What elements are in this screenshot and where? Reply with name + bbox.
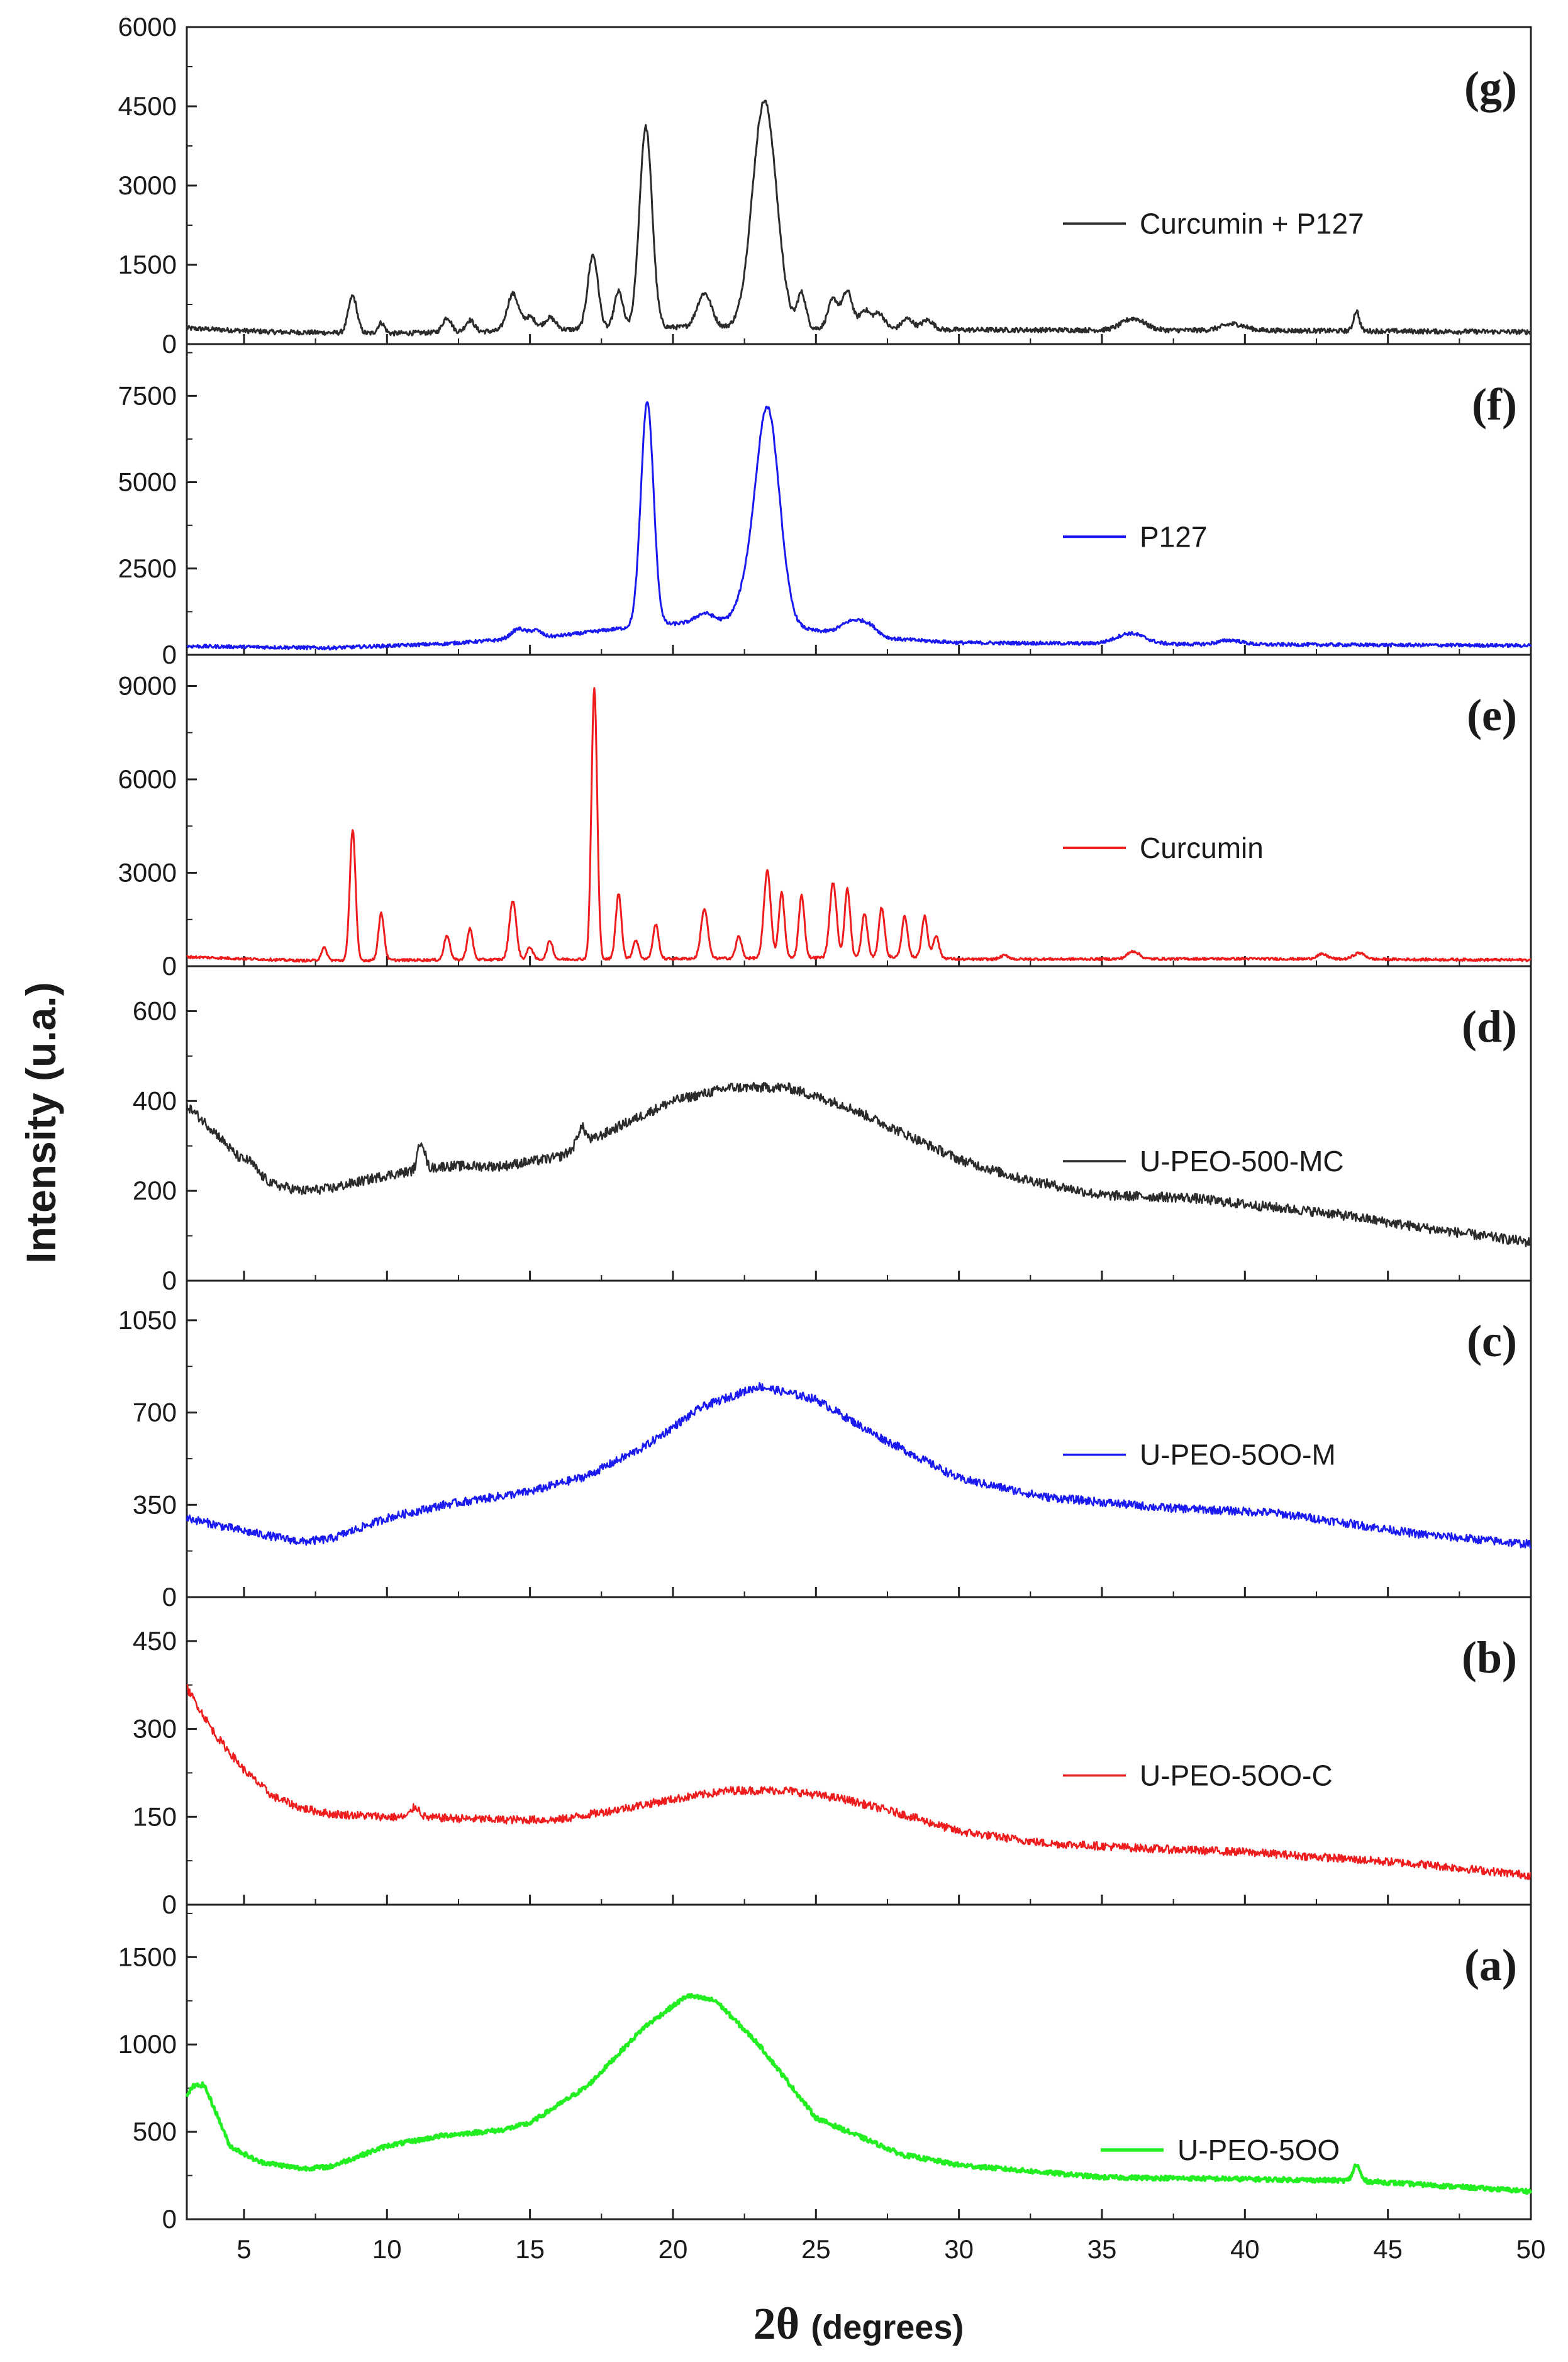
y-tick-label: 350: [133, 1490, 177, 1519]
y-tick-label: 7500: [118, 381, 177, 410]
y-tick-label: 9000: [118, 671, 177, 701]
panel-label-a: (a): [1464, 1940, 1517, 1990]
series-line-e: [186, 687, 1532, 963]
series-line-f: [186, 401, 1532, 651]
x-tick-label: 50: [1516, 2234, 1546, 2264]
y-tick-label: 3000: [118, 858, 177, 888]
y-tick-label: 0: [162, 951, 177, 981]
y-tick-label: 3000: [118, 170, 177, 200]
panel-frame: [186, 654, 1532, 967]
panel-d: 0 200 400 600 (d) U-PEO-500-MC: [133, 965, 1532, 1295]
legend-text-b: U-PEO-5OO-C: [1140, 1759, 1333, 1792]
y-tick-label: 0: [162, 1582, 177, 1612]
y-tick-label: 2500: [118, 554, 177, 583]
y-tick-label: 0: [162, 1890, 177, 1919]
panel-label-e: (e): [1467, 690, 1517, 740]
x-tick-label: 5: [236, 2234, 251, 2264]
x-axis-symbol: 2θ: [753, 2298, 811, 2349]
x-tick-label: 45: [1373, 2234, 1403, 2264]
x-tick-label: 40: [1230, 2234, 1260, 2264]
series-line-b: [186, 1684, 1532, 1880]
panel-f: 0 2500 5000 7500 (f) P127: [118, 343, 1532, 669]
x-axis-unit: (degrees): [811, 2309, 964, 2346]
panel-label-c: (c): [1467, 1316, 1517, 1366]
x-tick-label: 35: [1087, 2234, 1117, 2264]
y-axis-title: Intensity (u.a.): [18, 982, 64, 1263]
legend-text-c: U-PEO-5OO-M: [1140, 1439, 1336, 1471]
y-tick-label: 300: [133, 1714, 177, 1744]
panel-frame: [186, 965, 1532, 1282]
y-tick-label: 0: [162, 640, 177, 669]
x-tick-label: 15: [515, 2234, 545, 2264]
panel-label-f: (f): [1472, 379, 1517, 430]
legend-text-g: Curcumin + P127: [1140, 207, 1364, 240]
panel-frame: [186, 1903, 1532, 2220]
series-line-d: [186, 1081, 1532, 1247]
y-tick-label: 1050: [118, 1305, 177, 1335]
y-tick-label: 200: [133, 1176, 177, 1205]
panel-c: 0 350 700 1050 (c) U-PEO-5OO-M: [118, 1279, 1532, 1612]
series-line-a: [185, 1993, 1533, 2195]
y-tick-label: 4500: [118, 91, 177, 121]
y-tick-label: 6000: [118, 764, 177, 794]
x-tick-label: 30: [944, 2234, 974, 2264]
panel-label-g: (g): [1464, 62, 1517, 113]
y-tick-label: 5000: [118, 467, 177, 497]
y-tick-label: 150: [133, 1802, 177, 1831]
y-tick-label: 1500: [118, 1942, 177, 1971]
x-tick-label: 10: [372, 2234, 402, 2264]
x-axis-title: 2θ (degrees): [753, 2298, 964, 2349]
panel-label-d: (d): [1462, 1001, 1517, 1052]
panel-frame: [186, 343, 1532, 656]
panel-e: 0 3000 6000 9000 (e) Curcumin: [118, 654, 1532, 981]
y-tick-label: 0: [162, 329, 177, 359]
y-tick-label: 1500: [118, 250, 177, 279]
panel-a: 0 500 1000 1500 (a) U-PEO-5OO: [118, 1903, 1533, 2234]
y-tick-label: 1000: [118, 2029, 177, 2059]
y-tick-label: 0: [162, 2204, 177, 2234]
y-tick-label: 6000: [118, 12, 177, 42]
y-tick-label: 450: [133, 1626, 177, 1656]
legend-text-a: U-PEO-5OO: [1177, 2134, 1340, 2166]
x-tick-label: 20: [659, 2234, 688, 2264]
panel-frame: [186, 26, 1532, 345]
legend-text-d: U-PEO-500-MC: [1140, 1145, 1344, 1178]
panel-label-b: (b): [1462, 1632, 1517, 1683]
y-tick-label: 400: [133, 1086, 177, 1115]
x-tick-label: 25: [801, 2234, 831, 2264]
y-tick-label: 500: [133, 2117, 177, 2146]
y-tick-label: 700: [133, 1398, 177, 1427]
y-tick-label: 600: [133, 996, 177, 1025]
series-line-c: [186, 1381, 1532, 1549]
legend-text-e: Curcumin: [1140, 832, 1264, 864]
panel-b: 0 150 300 450 (b) U-PEO-5OO-C: [133, 1596, 1532, 1919]
legend-text-f: P127: [1140, 520, 1207, 553]
series-line-g: [186, 99, 1532, 337]
panel-g: 0 1500 3000 4500 6000 (g) Curcumin + P127: [118, 12, 1532, 359]
y-tick-label: 0: [162, 1266, 177, 1295]
